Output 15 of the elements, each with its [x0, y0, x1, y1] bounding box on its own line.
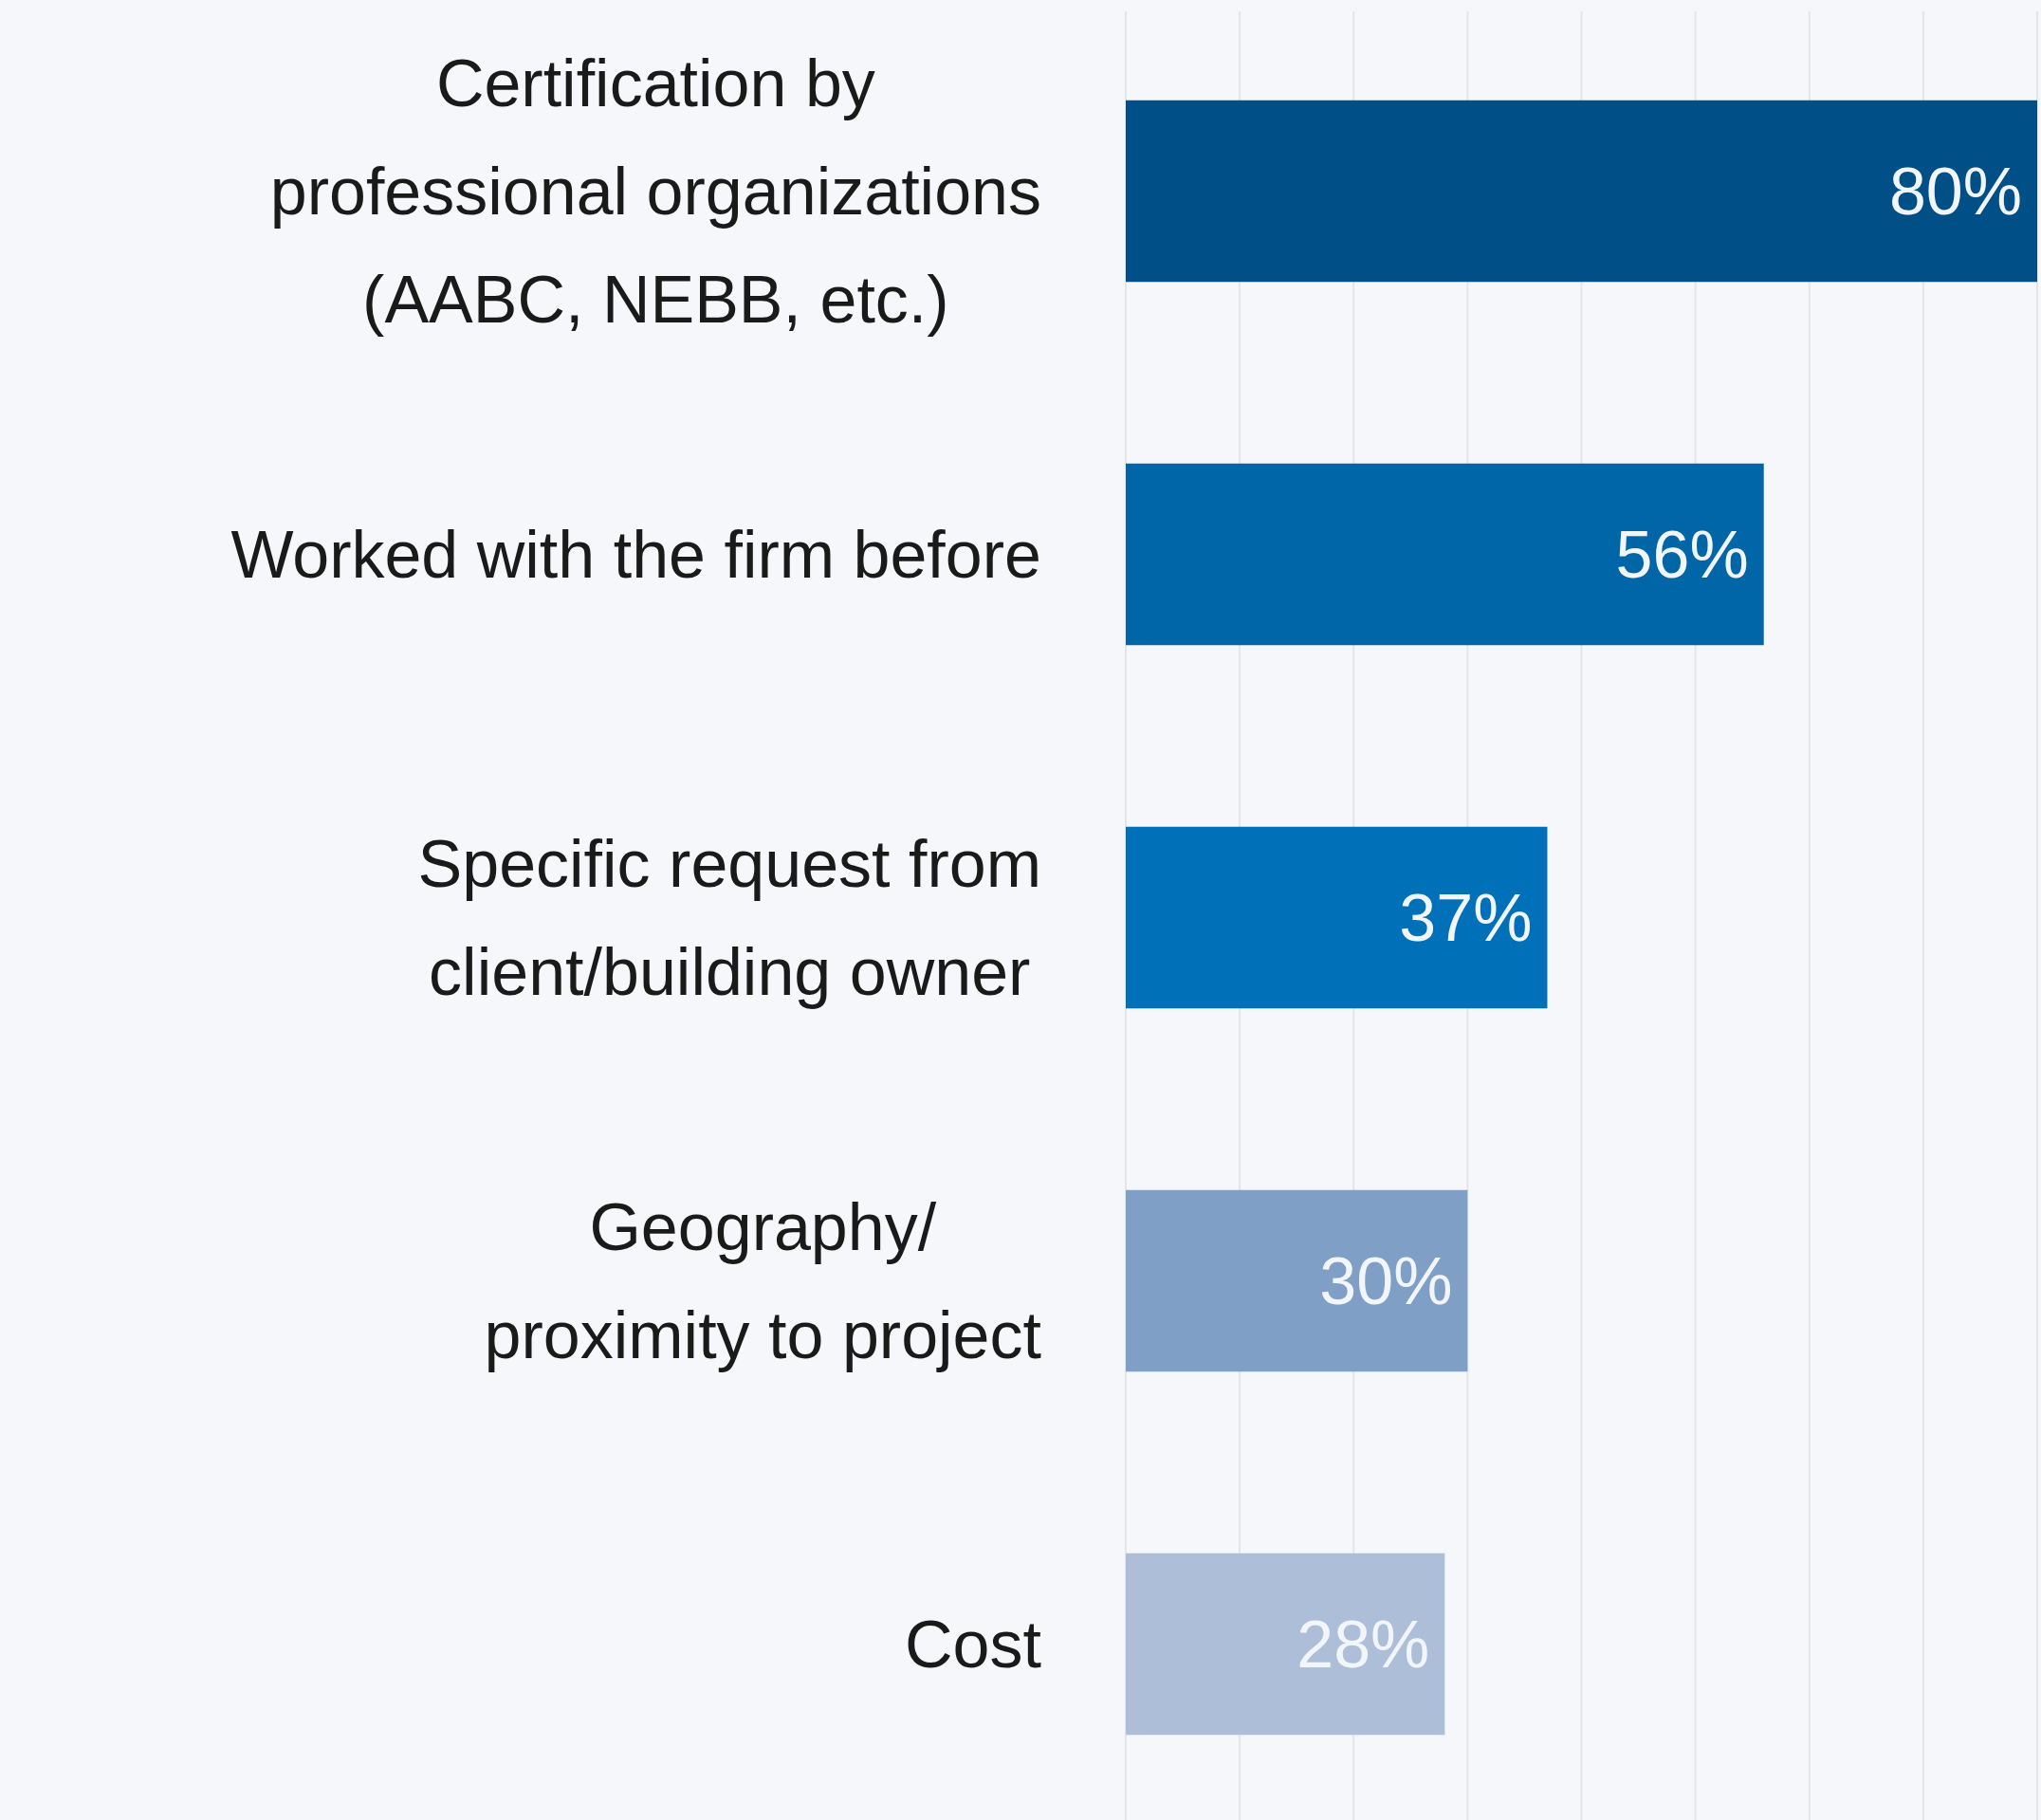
data-label: 56%: [1615, 518, 1749, 592]
y-tick-label: Cost: [905, 1608, 1041, 1682]
bar: [1126, 1189, 1468, 1372]
y-tick-label: Worked with the firm before: [230, 518, 1041, 592]
y-tick-label: Geography/ proximity to project: [484, 1190, 1041, 1372]
data-label: 30%: [1319, 1244, 1453, 1318]
data-label: 80%: [1888, 155, 2022, 229]
bar: [1126, 826, 1548, 1009]
bar: [1126, 463, 1764, 646]
bar: [1126, 100, 2037, 283]
y-tick-label: Specific request from client/building owner: [417, 827, 1041, 1009]
data-label: 37%: [1399, 881, 1533, 955]
bar: [1126, 1553, 1445, 1736]
y-tick-label: Certification by professional organizations (AABC, NEBB, etc.): [269, 46, 1041, 337]
data-label: 28%: [1296, 1608, 1430, 1682]
